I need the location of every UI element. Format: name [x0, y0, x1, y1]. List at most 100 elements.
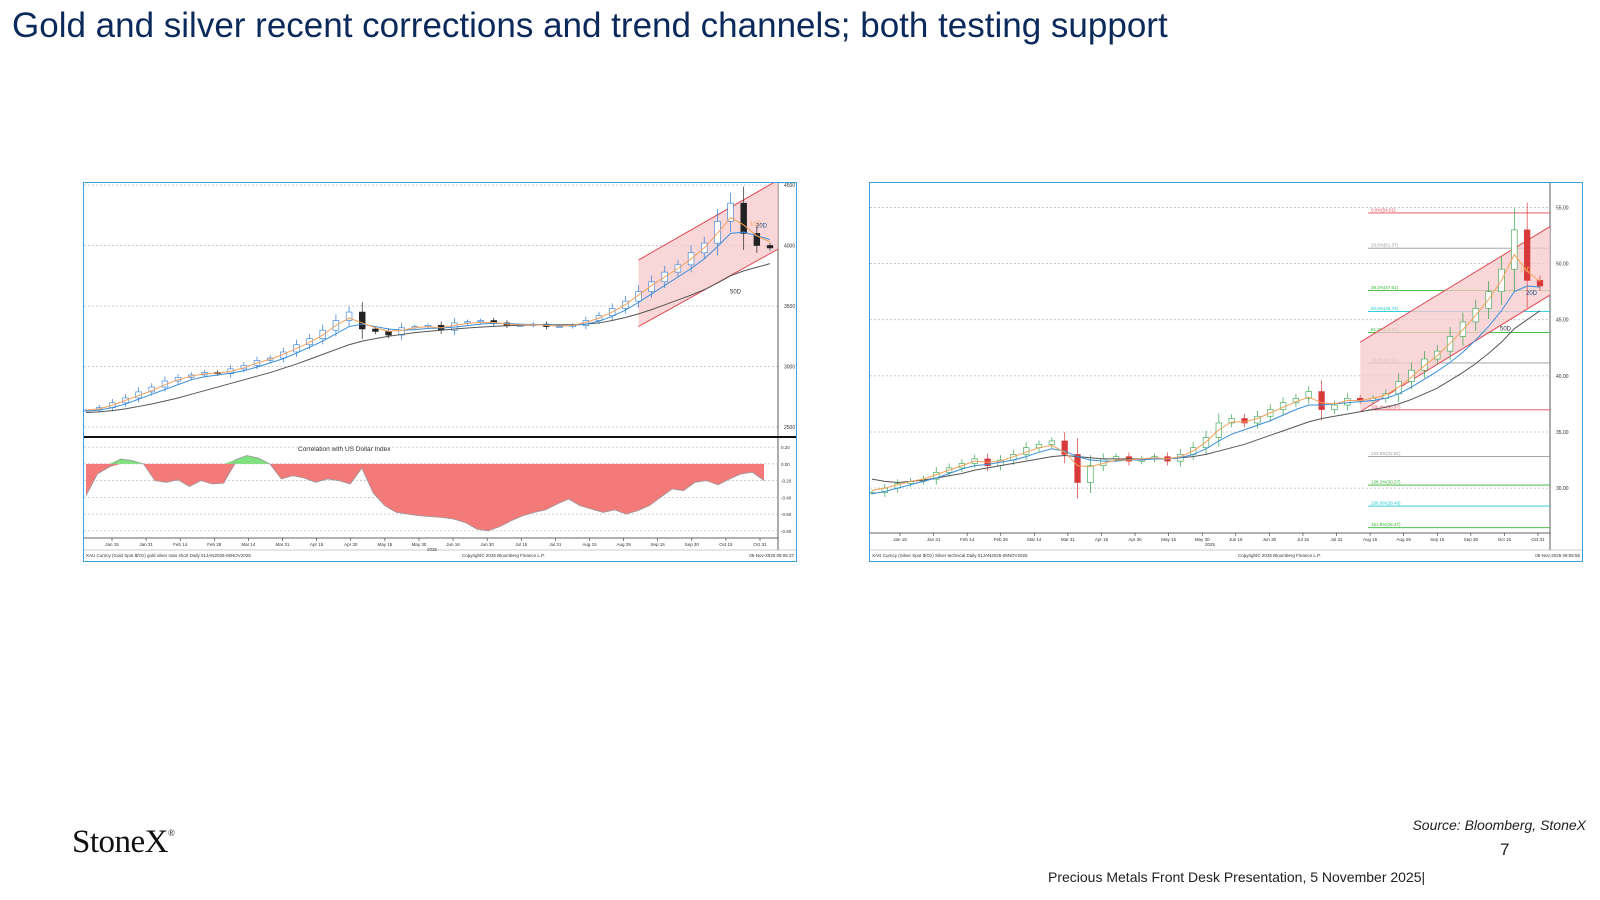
channel-upper-line: [638, 183, 775, 261]
fib-level-label: 150.0%(28.40): [1371, 501, 1401, 506]
candle-body: [714, 220, 721, 244]
x-tick-label: Oct 31: [1531, 537, 1545, 542]
ma10-line: [871, 253, 1541, 491]
x-tick-label: Apr 30: [1128, 537, 1142, 542]
x-tick-label: May 30: [1195, 537, 1210, 542]
x-tick-label: Jan 31: [139, 542, 153, 547]
y-tick-label: 45.00: [1556, 318, 1569, 324]
y-tick-label: 2500: [784, 425, 795, 431]
corr-y-tick-label: 0.20: [781, 445, 790, 450]
stonex-logo: StoneX®: [72, 824, 175, 861]
fib-level-label: 23.6%(51.37): [1371, 243, 1399, 248]
y-tick-label: 4000: [784, 244, 795, 250]
chart-footer-left: XAG Curncy (Silver Spot $/Oz) Silver tec…: [872, 553, 1028, 558]
x-tick-label: May 30: [412, 542, 427, 547]
chart-footer-copyright: Copyright© 2025 Bloomberg Finance L.P.: [1238, 552, 1321, 558]
x-tick-label: Apr 15: [310, 542, 324, 547]
logo-registered-mark: ®: [168, 828, 175, 838]
ma20-label: 20D: [756, 223, 768, 229]
ma20-label: 20D: [1526, 291, 1538, 297]
ma50-label: 50D: [730, 290, 742, 296]
candle-body: [753, 233, 761, 246]
x-tick-label: Oct 31: [753, 542, 767, 547]
x-tick-label: Mar 14: [1027, 537, 1042, 542]
chart-footer-timestamp: 05-Nov-2025 08:06:56: [1535, 553, 1580, 558]
page-number: 7: [1500, 840, 1510, 859]
logo-text: StoneX: [72, 824, 169, 860]
fib-level-label: 161.8%(26.47): [1371, 522, 1401, 527]
ma10-label: 10D: [1520, 268, 1532, 274]
corr-y-tick-label: 0.00: [781, 462, 790, 467]
trend-channel: [1360, 226, 1550, 412]
x-tick-label: Mar 31: [276, 542, 291, 547]
fib-level-label: 38.2%(47.61): [1371, 285, 1399, 290]
candle-body: [1305, 391, 1312, 399]
chart-footer-left: XAU Curncy (Gold Spot $/Oz) gold silver …: [86, 553, 251, 558]
x-tick-label: Sep 30: [685, 542, 700, 547]
x-tick-label: Jul 31: [549, 542, 562, 547]
candle-body: [1524, 229, 1531, 281]
x-tick-label: Oct 15: [719, 542, 733, 547]
x-tick-label: Oct 15: [1498, 537, 1512, 542]
footer-text: Precious Metals Front Desk Presentation,…: [1048, 869, 1426, 885]
year-label: 2025: [1205, 542, 1216, 547]
fib-level-label: 138.2%(30.27): [1371, 480, 1401, 485]
x-tick-label: Jan 15: [105, 542, 119, 547]
candle-body: [648, 281, 655, 292]
x-tick-label: Jul 15: [515, 542, 528, 547]
channel-lower-line: [1359, 294, 1551, 413]
y-tick-label: 30.00: [1556, 486, 1569, 492]
x-tick-label: Sep 30: [1464, 537, 1479, 542]
correlation-label: Correlation with US Dollar Index: [298, 446, 391, 453]
y-tick-label: 3000: [784, 365, 795, 371]
chart-footer-timestamp: 05-Nov-2025 08:06:37: [749, 553, 794, 558]
candle-body: [1228, 418, 1235, 424]
fib-level-label: 50.0%(45.74): [1371, 306, 1399, 311]
candle-body: [345, 311, 353, 321]
ma20-line: [85, 231, 771, 412]
ma10-line: [85, 217, 771, 411]
candle-body: [1344, 397, 1351, 406]
x-tick-label: Jul 15: [1297, 537, 1310, 542]
x-tick-label: Jun 16: [446, 542, 460, 547]
candle-body: [1074, 454, 1081, 483]
x-tick-label: Jul 31: [1331, 537, 1344, 542]
candle-body: [1318, 391, 1325, 410]
ma50-line: [871, 310, 1541, 483]
candle-body: [306, 338, 313, 346]
y-tick-label: 55.00: [1556, 205, 1569, 211]
x-tick-label: Aug 29: [616, 542, 631, 547]
corr-y-tick-label: -0.80: [781, 529, 792, 534]
x-tick-label: Feb 28: [207, 542, 222, 547]
candle-body: [635, 291, 642, 302]
x-tick-label: May 15: [377, 542, 392, 547]
correlation-positive-area: [86, 455, 764, 464]
x-tick-label: Jun 16: [1229, 537, 1243, 542]
x-tick-label: Apr 15: [1095, 537, 1109, 542]
candle-body: [1536, 280, 1544, 287]
ma20-line: [871, 285, 1541, 495]
candle-body: [398, 327, 405, 336]
candle-body: [477, 320, 484, 323]
x-tick-label: Jun 30: [480, 542, 494, 547]
ma50-label: 50D: [1500, 327, 1512, 333]
x-tick-label: Feb 28: [994, 537, 1009, 542]
candle-body: [359, 311, 366, 330]
corr-y-tick-label: -0.40: [781, 495, 792, 500]
y-tick-label: 40.00: [1556, 374, 1569, 380]
corr-y-tick-label: -0.20: [781, 479, 792, 484]
y-tick-label: 3500: [784, 304, 795, 310]
candle-body: [1087, 465, 1094, 483]
page-title: Gold and silver recent corrections and t…: [12, 6, 1168, 45]
candle-body: [1331, 404, 1338, 410]
chart-footer-copyright: Copyright© 2025 Bloomberg Finance L.P.: [462, 552, 545, 558]
ma50-line: [85, 263, 771, 413]
x-tick-label: Jun 30: [1263, 537, 1277, 542]
x-tick-label: Apr 30: [344, 542, 358, 547]
candle-body: [1511, 229, 1518, 270]
correlation-line: [85, 455, 765, 532]
silver-chart-svg: 55.00 50.00 45.00 40.00 35.00 30.00 0.0%(54.51…: [870, 183, 1582, 558]
fib-level-label: 0.0%(54.51): [1371, 207, 1396, 212]
x-tick-label: Sep 15: [1430, 537, 1445, 542]
